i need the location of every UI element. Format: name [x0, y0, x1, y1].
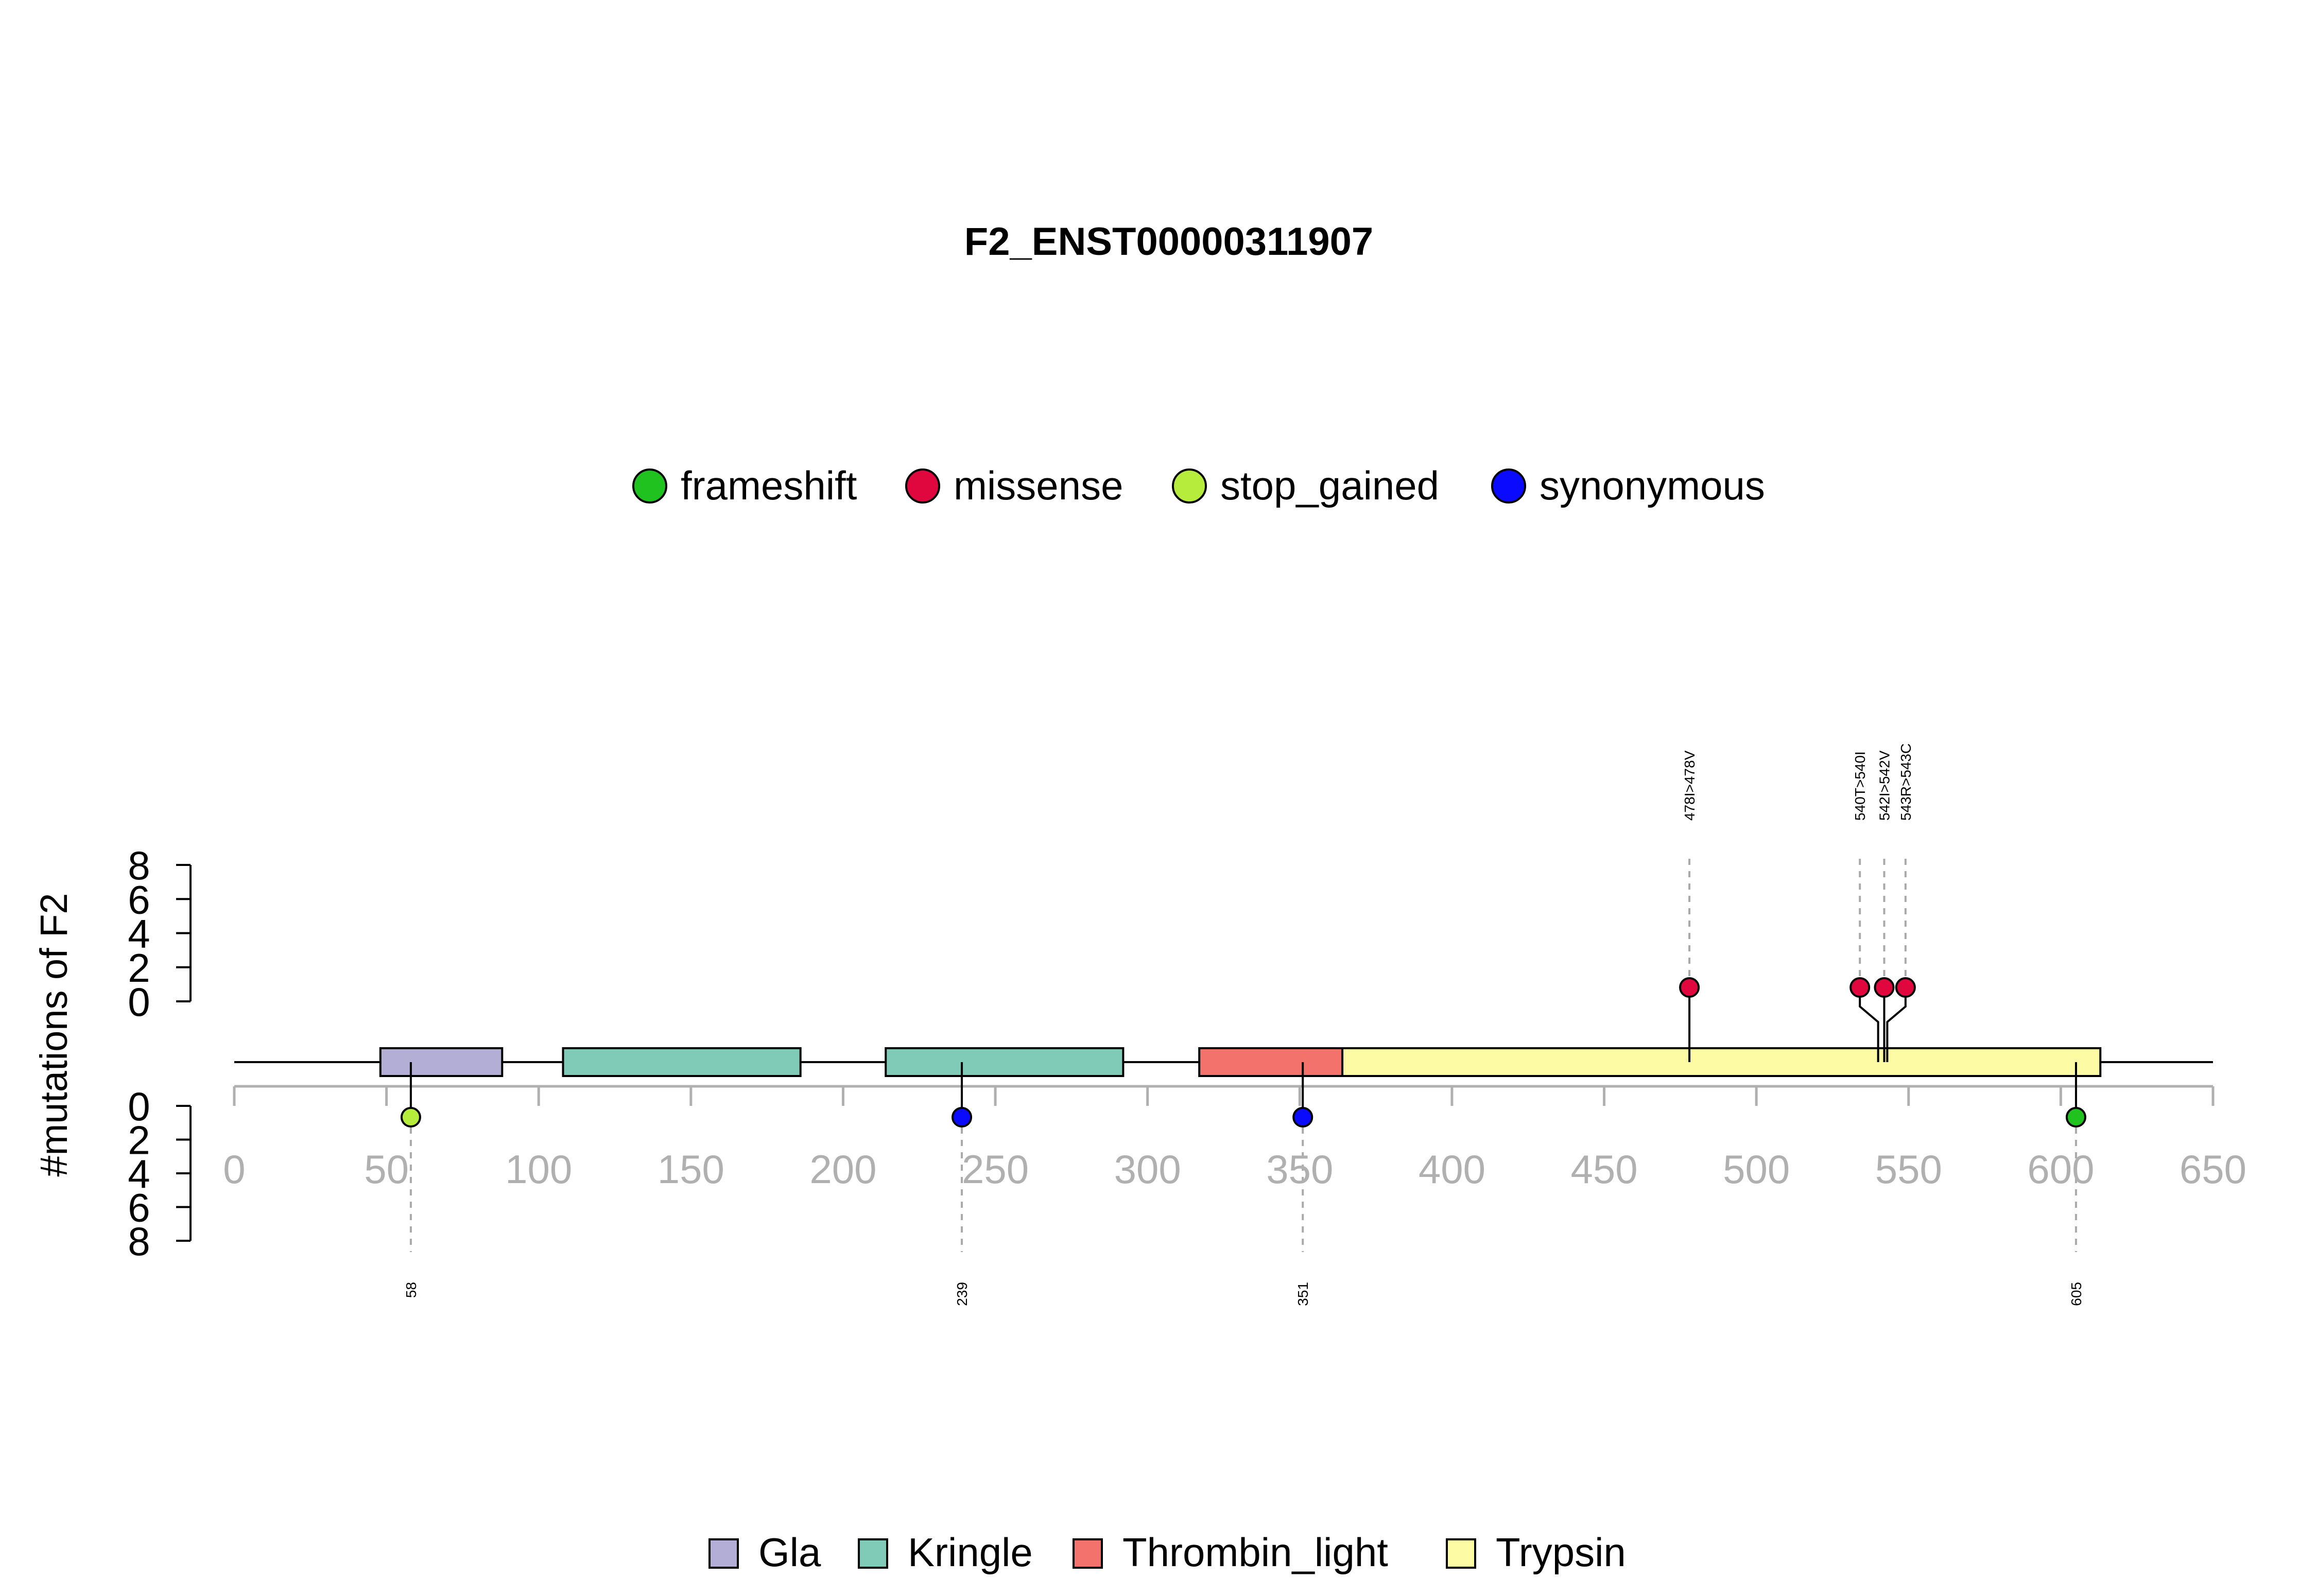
domain-kringle-1: [562, 1047, 802, 1077]
mutation-type-legend: frameshift missense stop_gained synonymous: [632, 463, 1765, 508]
mutation-label-605: 605: [2068, 1282, 2084, 1306]
x-tick-label: 50: [364, 1147, 409, 1192]
chart-title: F2_ENST00000311907: [964, 220, 1373, 264]
legend-label-missense: missense: [954, 463, 1123, 508]
lollipop-head-540t-540i: [1849, 977, 1871, 998]
y-tick-label-bottom: 8: [128, 1219, 150, 1264]
x-tick-label: 500: [1723, 1147, 1790, 1192]
legend-dot-missense: [905, 469, 940, 504]
x-tick-label: 300: [1114, 1147, 1181, 1192]
legend-label-thrombin-light: Thrombin_light: [1122, 1530, 1388, 1575]
mutation-label-542i-542v: 542I>542V: [1876, 750, 1892, 821]
y-axis-label: #mutations of F2: [32, 893, 75, 1176]
y-tick-label-top: 8: [128, 843, 150, 888]
domain-gla-0: [379, 1047, 504, 1077]
lollipop-head-239: [952, 1107, 973, 1127]
protein-domains: [379, 1047, 2102, 1077]
mutation-label-478i-478v: 478I>478V: [1682, 750, 1698, 821]
mutation-label-351: 351: [1295, 1282, 1311, 1306]
x-tick-label: 650: [2180, 1147, 2246, 1192]
legend-swatch-gla: [708, 1538, 739, 1569]
x-tick-label: 350: [1266, 1147, 1333, 1192]
x-tick-label: 600: [2027, 1147, 2094, 1192]
domain-trypsin-4: [1341, 1047, 2102, 1077]
y-tick-label-top: 4: [128, 911, 150, 957]
lollipop-head-543r-543c: [1895, 977, 1916, 998]
legend-dot-synonymous: [1491, 469, 1526, 504]
lollipop-heads: [400, 977, 2086, 1127]
mutation-label-540t-540i: 540T>540I: [1852, 751, 1868, 821]
legend-dot-frameshift: [632, 469, 667, 504]
mutation-label-543r-543c: 543R>543C: [1898, 743, 1914, 821]
x-tick-label: 450: [1570, 1147, 1637, 1192]
lollipop-head-605: [2065, 1107, 2086, 1127]
y-tick-label-bottom: 4: [128, 1151, 150, 1196]
legend-label-synonymous: synonymous: [1540, 463, 1765, 508]
legend-label-gla: Gla: [758, 1530, 821, 1575]
legend-label-stop-gained: stop_gained: [1220, 463, 1439, 508]
domain-thrombin-light-3: [1198, 1047, 1344, 1077]
y-tick-label-top: 2: [128, 945, 150, 991]
y-tick-label-bottom: 2: [128, 1118, 150, 1163]
domain-legend: Gla Kringle Thrombin_light Trypsin: [708, 1530, 1626, 1575]
x-tick-label: 0: [223, 1147, 245, 1192]
mutation-guide-lines: [409, 859, 2077, 1252]
y-tick-label-top: 6: [128, 877, 150, 922]
y-tick-label-bottom: 0: [128, 1084, 150, 1129]
x-tick-label: 550: [1875, 1147, 1942, 1192]
legend-swatch-trypsin: [1446, 1538, 1476, 1569]
legend-swatch-thrombin-light: [1073, 1538, 1103, 1569]
mutation-label-58: 58: [403, 1282, 419, 1298]
legend-label-frameshift: frameshift: [681, 463, 857, 508]
legend-swatch-kringle: [858, 1538, 888, 1569]
lollipop-head-542i-542v: [1874, 977, 1895, 998]
legend-label-kringle: Kringle: [908, 1530, 1033, 1575]
mutation-labels: 478I>478V 540T>540I 542I>542V 543R>543C 58 23…: [403, 743, 2084, 1306]
y-tick-label-top: 0: [128, 979, 150, 1025]
legend-dot-stop-gained: [1172, 469, 1207, 504]
x-axis: 0 50 100 150 200 250 300 350 400 450 500 550 600 650: [223, 1085, 2246, 1192]
domain-kringle-2: [885, 1047, 1125, 1077]
lollipop-head-58: [400, 1107, 421, 1127]
x-tick-label: 100: [505, 1147, 572, 1192]
lollipop-head-351: [1292, 1107, 1313, 1127]
x-tick-label: 250: [962, 1147, 1029, 1192]
mutation-label-239: 239: [954, 1282, 970, 1306]
lollipop-head-478i-478v: [1679, 977, 1700, 998]
x-tick-label: 150: [658, 1147, 724, 1192]
x-tick-label: 200: [809, 1147, 876, 1192]
x-tick-label: 400: [1419, 1147, 1485, 1192]
legend-label-trypsin: Trypsin: [1496, 1530, 1626, 1575]
y-tick-label-bottom: 6: [128, 1185, 150, 1230]
